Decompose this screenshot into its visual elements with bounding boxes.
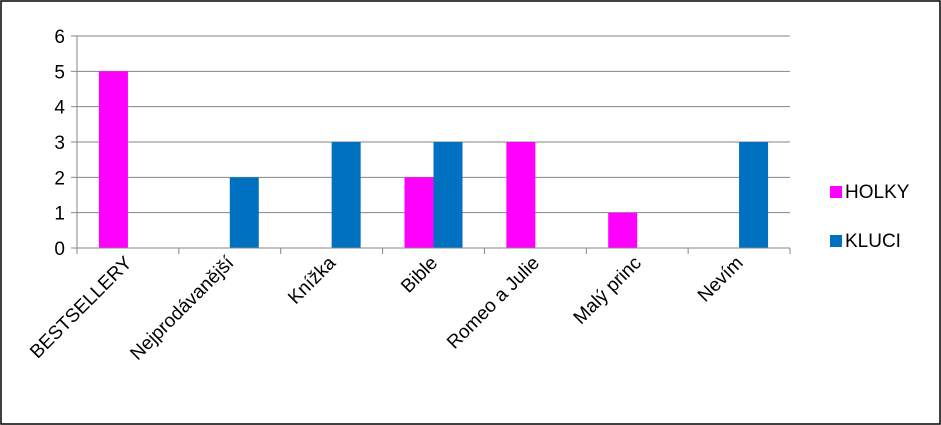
y-tick-labels: 0 1 2 3 4 5 6 (54, 27, 65, 260)
legend: HOLKY KLUCI (830, 182, 910, 252)
y-tick-label: 4 (54, 98, 65, 119)
axes (71, 35, 791, 254)
bar-holky-5 (608, 212, 638, 248)
y-tick-label: 0 (54, 239, 65, 260)
y-tick-label: 1 (54, 204, 65, 225)
legend-label-holky: HOLKY (845, 182, 910, 203)
y-tick-label: 5 (54, 62, 65, 83)
y-tick-label: 2 (54, 168, 65, 189)
bar-kluci-3 (433, 142, 463, 248)
bar-holky-0 (98, 71, 128, 248)
bar-kluci-1 (229, 177, 259, 248)
bars (98, 71, 769, 248)
bar-holky-4 (506, 142, 536, 248)
legend-label-kluci: KLUCI (845, 231, 901, 252)
gridlines (77, 35, 790, 214)
bar-kluci-2 (331, 142, 361, 248)
legend-swatch-holky (830, 186, 842, 198)
legend-swatch-kluci (830, 235, 842, 247)
bar-holky-3 (404, 177, 434, 248)
y-tick-label: 6 (54, 27, 65, 48)
y-tick-label: 3 (54, 133, 65, 154)
bar-kluci-6 (739, 142, 769, 248)
